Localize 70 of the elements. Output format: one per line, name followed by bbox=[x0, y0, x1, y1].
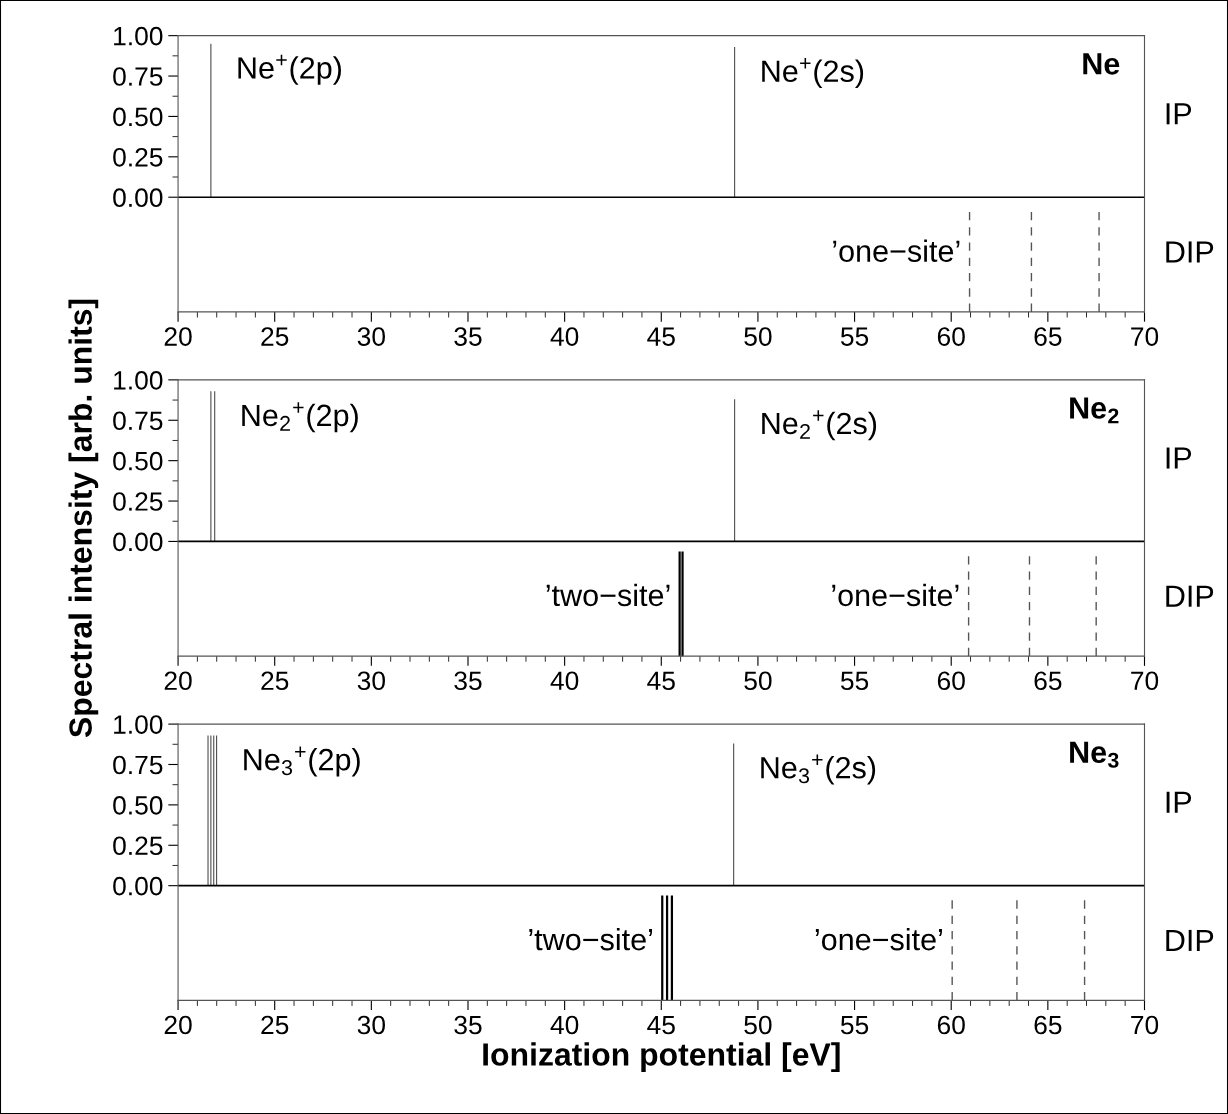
y-tick-label: 0.75 bbox=[113, 411, 163, 431]
x-tick-label: 30 bbox=[357, 1015, 385, 1035]
text: IP bbox=[1166, 791, 1192, 813]
y-tick-label: 0.50 bbox=[113, 451, 163, 471]
text: Ne$_{3}$ bbox=[1070, 741, 1119, 768]
x-tick-label: 35 bbox=[454, 327, 482, 346]
y-tick-label: 0.00 bbox=[113, 876, 163, 896]
x-tick-label: 60 bbox=[937, 1015, 965, 1035]
y-tick-label: 0.75 bbox=[113, 67, 163, 86]
annotation: Ne$_{2}$$^{+}$(2s) bbox=[762, 410, 877, 441]
x-tick-label: 50 bbox=[744, 327, 772, 346]
y-tick-label: 1.00 bbox=[114, 715, 163, 734]
x-tick-label: 25 bbox=[261, 1015, 289, 1035]
annotation: Ne$_{2}$$^{+}$(2p) bbox=[242, 402, 358, 433]
x-tick-label: 55 bbox=[840, 1015, 869, 1035]
x-tick-label: 70 bbox=[1131, 1015, 1159, 1035]
annotation: ’two−site’ bbox=[529, 927, 653, 951]
x-tick-label: 20 bbox=[164, 671, 192, 691]
annotation: ’one−site’ bbox=[833, 239, 960, 262]
x-tick-label: 65 bbox=[1034, 671, 1062, 691]
y-axis-title: Spectral intensity [arb. units] bbox=[68, 299, 99, 738]
x-tick-label: 70 bbox=[1131, 671, 1159, 691]
x-tick-label: 45 bbox=[647, 327, 675, 346]
text: DIP bbox=[1166, 585, 1214, 607]
chart-title: Ne bbox=[1083, 53, 1120, 75]
text: Ne$_{2}$ bbox=[1070, 397, 1119, 424]
x-tick-label: 30 bbox=[357, 327, 385, 346]
x-tick-label: 35 bbox=[454, 1015, 482, 1035]
y-tick-label: 0.50 bbox=[113, 796, 163, 815]
y-tick-label: 0.50 bbox=[113, 107, 163, 127]
text: IP bbox=[1166, 103, 1192, 125]
x-tick-label: 25 bbox=[261, 671, 289, 691]
x-axis-title: Ionization potential [eV] bbox=[483, 1042, 840, 1073]
x-tick-label: 40 bbox=[550, 327, 579, 346]
x-tick-label: 65 bbox=[1034, 1015, 1062, 1035]
x-tick-label: 55 bbox=[840, 671, 869, 691]
y-tick-label: 1.00 bbox=[114, 26, 163, 46]
annotation: ’two−site’ bbox=[546, 583, 670, 607]
x-tick-label: 30 bbox=[357, 671, 385, 691]
y-tick-label: 1.00 bbox=[114, 371, 163, 390]
annotation: ’one−site’ bbox=[815, 927, 942, 951]
y-tick-label: 0.75 bbox=[113, 755, 163, 775]
annotation: Ne$^{+}$(2p) bbox=[238, 54, 341, 85]
x-tick-label: 65 bbox=[1034, 327, 1062, 346]
x-tick-label: 55 bbox=[840, 327, 869, 346]
annotation: Ne$_{3}$$^{+}$(2s) bbox=[761, 754, 876, 785]
text: DIP bbox=[1166, 241, 1214, 263]
x-tick-label: 25 bbox=[261, 327, 289, 346]
x-tick-label: 50 bbox=[744, 671, 772, 691]
x-tick-label: 60 bbox=[937, 327, 965, 346]
x-tick-label: 50 bbox=[744, 1015, 772, 1035]
text: DIP bbox=[1166, 929, 1214, 951]
x-tick-label: 20 bbox=[164, 1015, 192, 1035]
y-tick-label: 0.25 bbox=[113, 492, 163, 511]
x-tick-label: 45 bbox=[647, 1015, 675, 1035]
y-tick-label: 0.00 bbox=[113, 532, 163, 552]
x-tick-label: 20 bbox=[164, 327, 192, 346]
x-tick-label: 40 bbox=[550, 671, 579, 691]
annotation: Ne$_{3}$$^{+}$(2p) bbox=[244, 746, 360, 777]
annotation: ’one−site’ bbox=[832, 583, 959, 607]
y-tick-label: 0.25 bbox=[113, 147, 163, 167]
text: IP bbox=[1166, 447, 1192, 469]
x-tick-label: 70 bbox=[1131, 327, 1159, 346]
x-tick-label: 35 bbox=[454, 671, 482, 691]
x-tick-label: 60 bbox=[937, 671, 965, 691]
y-tick-label: 0.00 bbox=[113, 188, 163, 208]
x-tick-label: 40 bbox=[550, 1015, 579, 1035]
annotation: Ne$^{+}$(2s) bbox=[762, 58, 864, 89]
x-tick-label: 45 bbox=[647, 671, 675, 691]
y-tick-label: 0.25 bbox=[113, 836, 163, 856]
